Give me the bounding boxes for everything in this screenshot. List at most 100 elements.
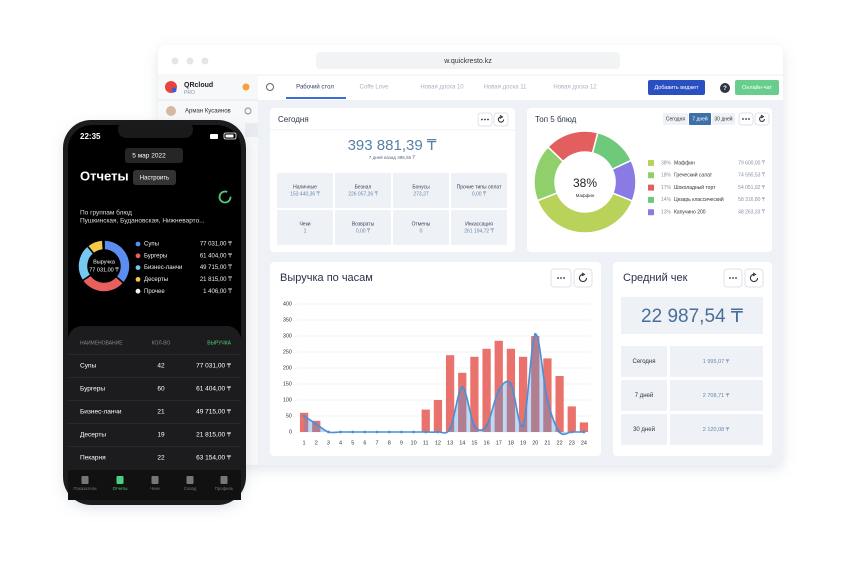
line-point xyxy=(436,430,440,434)
legend-label: Цезарь классический xyxy=(674,196,724,203)
refresh-icon xyxy=(749,273,759,283)
legend-label: Греческий салат xyxy=(674,172,713,179)
table-cell: 49 715,00 ₸ xyxy=(196,409,232,416)
avatar xyxy=(166,106,176,116)
period-button[interactable] xyxy=(663,113,688,125)
battery-icon xyxy=(223,132,237,140)
legend-percent: 18% xyxy=(661,173,672,179)
line-point xyxy=(558,430,561,434)
stat-label: Отмены xyxy=(412,221,431,227)
line-point xyxy=(351,430,355,434)
pie-slice xyxy=(611,159,637,202)
avg-label-cell xyxy=(621,380,667,411)
legend-label: Маффин xyxy=(674,160,695,166)
legend-amount: 54 051,92 ₸ xyxy=(738,185,766,191)
refresh-arrow xyxy=(752,272,757,277)
donut-center-label: Маффин xyxy=(576,193,595,198)
widget-title: Топ 5 блюд xyxy=(535,115,577,124)
donut-center-value: 77 031,00 ₸ xyxy=(89,267,119,273)
avg-value: 2 120,08 ₸ xyxy=(703,427,730,433)
stat-label: Инкассация xyxy=(465,221,493,227)
legend-amount: 74 590,53 ₸ xyxy=(738,173,766,179)
stat-value: 0 xyxy=(420,228,423,234)
legend-amount: 61 404,00 ₸ xyxy=(200,253,232,259)
bar xyxy=(470,356,479,432)
more-dot xyxy=(560,277,562,279)
settings-pill[interactable] xyxy=(133,170,176,185)
date-pill[interactable] xyxy=(125,148,183,163)
plan: PRO xyxy=(184,90,195,96)
legend-swatch xyxy=(648,209,654,216)
period-button[interactable] xyxy=(689,113,711,125)
more-dot xyxy=(735,277,737,279)
period-button[interactable] xyxy=(712,113,735,125)
stat-cell xyxy=(393,210,449,245)
refresh-button[interactable] xyxy=(493,112,509,127)
x-tick-label: 12 xyxy=(435,440,441,446)
stat-value: 273,27 xyxy=(413,191,429,197)
line-point xyxy=(521,424,525,427)
legend-swatch xyxy=(648,196,654,203)
legend-amount: 77 031,00 ₸ xyxy=(200,242,232,248)
legend-dot xyxy=(135,277,141,282)
nav-icon[interactable] xyxy=(116,476,124,484)
table-cell: 19 xyxy=(157,432,165,439)
line-area xyxy=(304,334,584,435)
window-dot xyxy=(201,57,209,65)
legend-dot xyxy=(135,241,141,247)
donut-center-value: 38% xyxy=(573,176,597,190)
refresh-button[interactable] xyxy=(754,112,770,126)
stat-value: 261 194,72 ₸ xyxy=(464,228,494,234)
more-dot xyxy=(732,277,734,279)
tab[interactable]: Новая доска 10 xyxy=(420,85,464,91)
logout-icon xyxy=(244,107,252,115)
donut-center-label: Выручка xyxy=(93,259,116,265)
table-cell: Бургеры xyxy=(80,386,105,393)
legend-percent: 38% xyxy=(661,160,672,166)
stat-label: Безнал xyxy=(355,184,372,190)
add-widget-button[interactable] xyxy=(648,80,705,95)
stat-value: 1 xyxy=(304,228,307,234)
nav-label[interactable]: Отчеты xyxy=(113,486,128,491)
tab[interactable]: Новая доска 11 xyxy=(484,85,528,91)
x-tick-label: 17 xyxy=(496,440,502,446)
nav-label[interactable]: Показатели xyxy=(73,486,97,491)
x-tick-label: 20 xyxy=(532,440,538,446)
tab[interactable]: Новая доска 12 xyxy=(553,85,597,91)
help-button[interactable] xyxy=(720,83,730,93)
nav-label[interactable]: Склад xyxy=(184,486,197,491)
legend-amount: 58 316,80 ₸ xyxy=(738,197,766,203)
today-compare: 7 дней назад 395,56 ₸ xyxy=(369,154,416,160)
phone-notch xyxy=(118,121,193,138)
line-point xyxy=(546,398,549,402)
refresh-button[interactable] xyxy=(744,268,764,288)
bar xyxy=(299,412,309,432)
avg-total: 22 987,54 ₸ xyxy=(641,306,743,327)
nav-icon[interactable] xyxy=(186,476,194,484)
nav-label[interactable]: Профиль xyxy=(215,486,234,491)
loading-ring xyxy=(218,190,232,204)
refresh-button[interactable] xyxy=(573,268,593,288)
window-dot xyxy=(171,57,179,65)
tab[interactable]: Рабочий стол xyxy=(296,84,334,91)
settings-label: Настроить xyxy=(140,175,169,181)
tab[interactable]: Coffe Love xyxy=(360,85,390,91)
legend-swatch xyxy=(648,184,654,191)
nav-label[interactable]: Чеки xyxy=(150,486,160,491)
line-point xyxy=(424,430,428,434)
legend-label: Бургеры xyxy=(144,253,167,259)
nav-icon[interactable] xyxy=(81,476,89,484)
x-tick-label: 6 xyxy=(363,440,366,446)
signal-icon xyxy=(210,134,218,139)
table-cell: 21 xyxy=(157,409,165,416)
bar xyxy=(312,420,321,432)
legend-amount: 79 600,00 ₸ xyxy=(738,160,766,166)
refresh-icon xyxy=(497,116,505,123)
line-point xyxy=(363,430,367,434)
nav-icon[interactable] xyxy=(220,476,228,484)
bar xyxy=(567,406,576,432)
avg-label-cell xyxy=(621,414,667,445)
chat-button[interactable] xyxy=(735,80,779,95)
add-widget-label: Добавить виджет xyxy=(654,85,699,91)
nav-icon[interactable] xyxy=(151,476,159,484)
